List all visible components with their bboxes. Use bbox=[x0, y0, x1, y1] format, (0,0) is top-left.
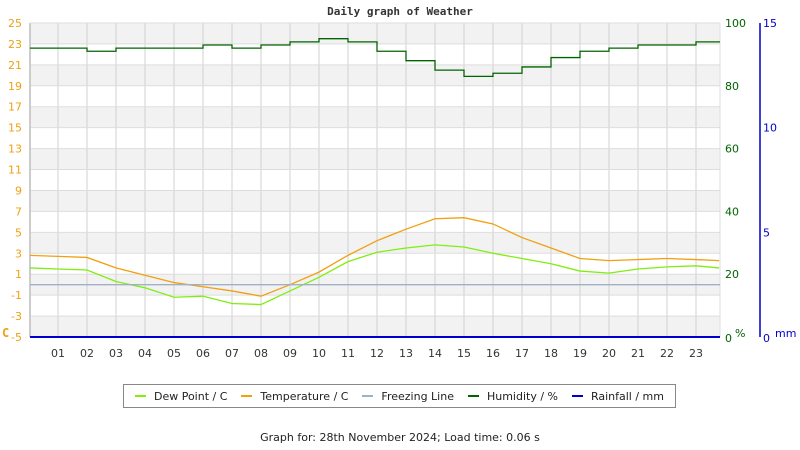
x-tick-label: 07 bbox=[225, 347, 239, 360]
legend-item-rainfall: Rainfall / mm bbox=[571, 389, 664, 403]
x-tick-label: 14 bbox=[428, 347, 442, 360]
x-tick-label: 05 bbox=[167, 347, 181, 360]
y-rain-tick: 5 bbox=[763, 226, 770, 239]
x-tick-label: 02 bbox=[80, 347, 94, 360]
x-tick-label: 03 bbox=[109, 347, 123, 360]
y-left-tick: 5 bbox=[15, 226, 22, 239]
x-tick-label: 04 bbox=[138, 347, 152, 360]
x-tick-label: 22 bbox=[660, 347, 674, 360]
y-left-tick: 21 bbox=[8, 59, 22, 72]
x-tick-label: 10 bbox=[312, 347, 326, 360]
y-left-tick: 25 bbox=[8, 17, 22, 30]
legend-item-dew-point: Dew Point / C bbox=[134, 389, 228, 403]
legend-label: Rainfall / mm bbox=[590, 389, 664, 403]
y-left-tick: 13 bbox=[8, 143, 22, 156]
x-tick-label: 13 bbox=[399, 347, 413, 360]
x-tick-label: 19 bbox=[573, 347, 587, 360]
series-humidity bbox=[30, 38, 720, 78]
legend-label: Humidity / % bbox=[486, 389, 558, 403]
x-tick-label: 15 bbox=[457, 347, 471, 360]
y-left-tick: 9 bbox=[15, 184, 22, 197]
graph-footer: Graph for: 28th November 2024; Load time… bbox=[260, 431, 540, 444]
x-tick-label: 08 bbox=[254, 347, 268, 360]
y-humidity-tick: 100 bbox=[725, 17, 746, 30]
y-rain-tick: 0 bbox=[763, 332, 770, 345]
y-rain-tick: 10 bbox=[763, 122, 777, 135]
y-left-tick: 3 bbox=[15, 247, 22, 260]
y-left-tick: -3 bbox=[11, 310, 22, 323]
series-lines bbox=[29, 38, 720, 338]
x-tick-label: 23 bbox=[689, 347, 703, 360]
humidity-swatch-icon bbox=[467, 395, 479, 397]
y-left-tick: 19 bbox=[8, 80, 22, 93]
legend-label: Temperature / C bbox=[260, 389, 349, 403]
y-left-tick: -5 bbox=[11, 331, 22, 344]
axis-labels: 01 02 03 04 05 06 07 08 09 10 11 12 13 14 15 16 17 18 19 20… bbox=[2, 17, 796, 360]
x-tick-label: 21 bbox=[631, 347, 645, 360]
y-left-tick: 23 bbox=[8, 38, 22, 51]
chart-legend: Dew Point / C Temperature / C Freezing L… bbox=[123, 384, 676, 408]
y-left-tick: -1 bbox=[11, 289, 22, 302]
weather-chart: 01 02 03 04 05 06 07 08 09 10 11 12 13 14 15 16 17 18 19 20… bbox=[2, 17, 796, 360]
freezing-line-swatch-icon bbox=[362, 395, 374, 397]
y-left-tick: 15 bbox=[8, 122, 22, 135]
x-tick-label: 11 bbox=[341, 347, 355, 360]
x-tick-label: 01 bbox=[51, 347, 65, 360]
x-tick-label: 09 bbox=[283, 347, 297, 360]
rain-axis-unit: mm bbox=[775, 327, 796, 340]
x-tick-label: 20 bbox=[602, 347, 616, 360]
x-tick-label: 12 bbox=[370, 347, 384, 360]
y-humidity-tick: 60 bbox=[725, 143, 739, 156]
dew-point-swatch-icon bbox=[134, 395, 146, 397]
legend-item-temperature: Temperature / C bbox=[241, 390, 348, 403]
y-humidity-tick: 20 bbox=[725, 268, 739, 281]
legend-label: Dew Point / C bbox=[153, 389, 228, 403]
y-left-tick: 17 bbox=[8, 101, 22, 114]
legend-item-humidity: Humidity / % bbox=[467, 389, 558, 403]
y-humidity-tick: 80 bbox=[725, 80, 739, 93]
x-tick-label: 18 bbox=[544, 347, 558, 360]
y-left-tick: 11 bbox=[8, 164, 22, 177]
y-left-tick: 1 bbox=[15, 268, 22, 281]
x-tick-label: 06 bbox=[196, 347, 210, 360]
y-left-tick: 7 bbox=[15, 205, 22, 218]
rainfall-swatch-icon bbox=[571, 395, 583, 397]
humidity-axis-unit: % bbox=[735, 327, 745, 340]
x-tick-label: 16 bbox=[486, 347, 500, 360]
series-dew bbox=[29, 244, 720, 306]
left-axis-unit: C bbox=[2, 326, 9, 340]
series-temperature bbox=[29, 217, 720, 297]
legend-label: Freezing Line bbox=[381, 389, 454, 403]
y-humidity-tick: 0 bbox=[725, 332, 732, 345]
grid-bands bbox=[30, 23, 720, 337]
chart-title: Daily graph of Weather bbox=[327, 5, 473, 18]
y-humidity-tick: 40 bbox=[725, 205, 739, 218]
horizontal-grid bbox=[30, 22, 720, 338]
temperature-swatch-icon bbox=[241, 395, 253, 397]
y-rain-tick: 15 bbox=[763, 17, 777, 30]
legend-item-freezing-line: Freezing Line bbox=[362, 390, 454, 403]
x-tick-label: 17 bbox=[515, 347, 529, 360]
